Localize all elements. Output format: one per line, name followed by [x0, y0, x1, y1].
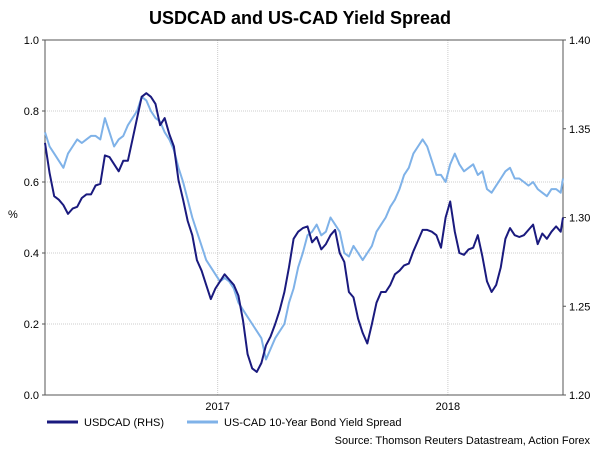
left-tick-label: 0.8	[24, 106, 39, 118]
left-tick-label: 0.0	[24, 390, 39, 402]
plot-frame	[44, 39, 564, 396]
right-tick-label: 1.25	[569, 301, 590, 313]
left-axis: 0.0 0.2 0.4 0.6 0.8 1.0	[24, 35, 45, 402]
legend-label-usdcad: USDCAD (RHS)	[84, 417, 164, 429]
left-tick-label: 0.2	[24, 319, 39, 331]
legend-label-yield-spread: US-CAD 10-Year Bond Yield Spread	[224, 417, 402, 429]
right-tick-label: 1.40	[569, 35, 590, 47]
left-tick-label: 0.6	[24, 177, 39, 189]
right-tick-label: 1.35	[569, 124, 590, 136]
source-note: Source: Thomson Reuters Datastream, Acti…	[335, 435, 591, 447]
right-tick-label: 1.20	[569, 390, 590, 402]
x-tick-label: 2017	[205, 401, 229, 413]
series-line-yield-spread	[44, 95, 564, 361]
right-tick-label: 1.30	[569, 213, 590, 225]
right-axis: 1.20 1.25 1.30 1.35 1.40	[563, 35, 590, 402]
series-lines	[44, 92, 564, 373]
x-axis: 2017 2018	[205, 401, 460, 413]
x-tick-label: 2018	[436, 401, 460, 413]
series-line-usdcad	[44, 92, 564, 373]
left-axis-label: %	[8, 209, 18, 221]
gridlines	[45, 39, 563, 396]
left-tick-label: 0.4	[24, 248, 39, 260]
left-tick-label: 1.0	[24, 35, 39, 47]
chart-title: USDCAD and US-CAD Yield Spread	[149, 8, 451, 28]
